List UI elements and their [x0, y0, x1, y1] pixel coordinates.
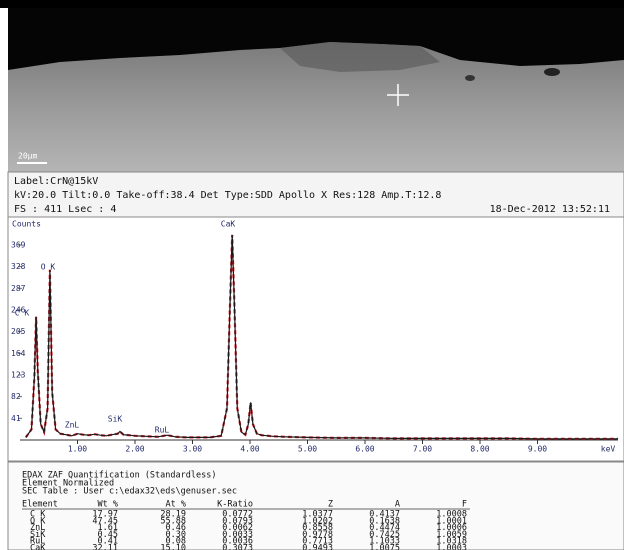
y-tick-label: 123 — [11, 370, 26, 379]
table-cell: 1.0075 — [369, 544, 400, 550]
x-tick-label: 5.00 — [298, 445, 317, 454]
table-sec: SEC Table : User c:\edax32\eds\genuser.s… — [22, 487, 237, 497]
column-header: At % — [166, 500, 186, 510]
column-header: A — [395, 500, 400, 510]
peak-label: CaK — [221, 220, 236, 229]
y-tick-label: 328 — [11, 262, 26, 271]
x-tick-label: 7.00 — [413, 445, 432, 454]
info-panel: Label:CrN@15kV kV:20.0 Tilt:0.0 Take-off… — [8, 172, 624, 217]
y-axis-label: Counts — [12, 220, 41, 229]
y-tick-label: 41 — [11, 414, 21, 423]
settings-line: kV:20.0 Tilt:0.0 Take-off:38.4 Det Type:… — [14, 190, 441, 201]
y-tick-label: 205 — [11, 327, 26, 336]
sem-image: 20µm — [8, 8, 624, 172]
screen: 20µm Label:CrN@15kV kV:20.0 Tilt:0.0 Tak… — [0, 0, 624, 550]
peak-label: ZnL — [65, 421, 80, 430]
scale-label: 20µm — [18, 152, 37, 161]
x-tick-label: 8.00 — [470, 445, 489, 454]
x-tick-label: 9.00 — [528, 445, 547, 454]
peak-label: RuL — [155, 426, 170, 435]
date-line: 18-Dec-2012 13:52:11 — [490, 204, 610, 215]
peak-label: SiK — [108, 415, 123, 424]
x-tick-label: 2.00 — [125, 445, 144, 454]
table-cell: 32.11 — [92, 544, 118, 550]
x-tick-label: 4.00 — [240, 445, 259, 454]
x-tick-label: 1.00 — [68, 445, 87, 454]
x-axis-label: keV — [601, 445, 616, 454]
column-header: Wt % — [98, 500, 118, 510]
peak-label: O K — [41, 263, 56, 272]
y-tick-label: 287 — [11, 284, 26, 293]
table-cell: 0.3073 — [222, 544, 253, 550]
y-tick-label: 164 — [11, 349, 26, 358]
y-tick-label: 82 — [11, 392, 21, 401]
x-tick-label: 3.00 — [183, 445, 202, 454]
label-line: Label:CrN@15kV — [14, 176, 98, 187]
column-header: Element — [22, 500, 58, 510]
column-header: Z — [328, 500, 333, 510]
fs-line: FS : 411 Lsec : 4 — [14, 204, 116, 215]
peak-label: C K — [15, 309, 30, 318]
table-cell: CaK — [30, 544, 46, 550]
column-header: F — [462, 500, 467, 510]
chart-frame — [8, 217, 624, 461]
y-tick-label: 369 — [11, 240, 26, 249]
column-header: K-Ratio — [217, 500, 253, 510]
top-frame — [0, 0, 624, 8]
table-cell: 1.0003 — [436, 544, 467, 550]
table-cell: 0.9493 — [302, 544, 333, 550]
x-tick-label: 6.00 — [355, 445, 374, 454]
table-cell: 15.10 — [160, 544, 186, 550]
